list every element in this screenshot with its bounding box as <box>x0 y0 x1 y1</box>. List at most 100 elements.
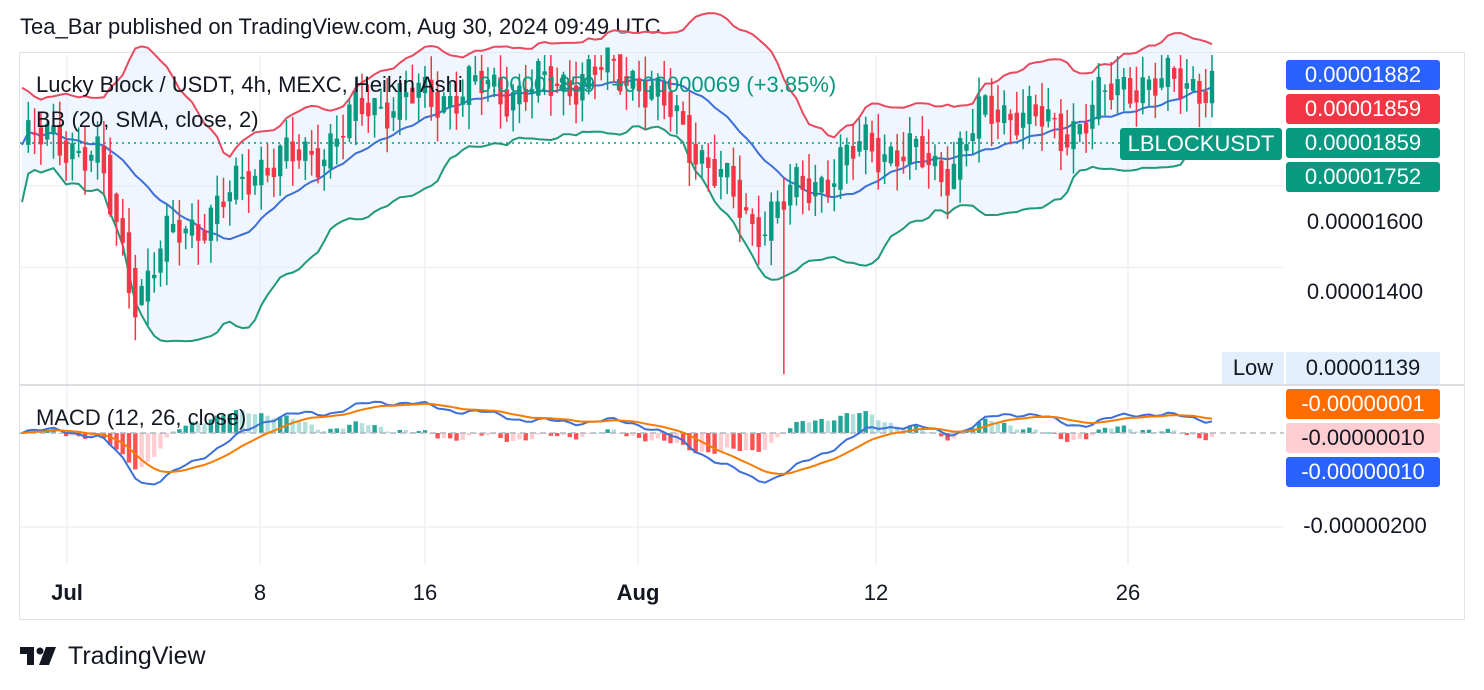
macd-histogram-bar <box>114 433 119 450</box>
candle-body <box>51 125 56 135</box>
candle-body <box>882 154 887 162</box>
bb-basis-line <box>21 78 1213 241</box>
candle-body <box>624 76 629 86</box>
macd-histogram-bar <box>523 433 528 441</box>
macd-histogram-bar <box>1146 429 1152 433</box>
candle-body <box>983 95 988 115</box>
macd-histogram-bar <box>869 414 875 433</box>
macd-histogram-bar <box>1165 428 1171 433</box>
macd-histogram-bar <box>498 433 503 438</box>
macd-histogram-bar <box>863 411 868 433</box>
candle-body <box>863 124 868 150</box>
tradingview-logo-icon <box>20 647 56 665</box>
candle-body <box>340 136 346 138</box>
macd-histogram-bar <box>662 433 667 441</box>
macd-tag-histogram: -0.00000010 <box>1286 423 1440 453</box>
candle-body <box>825 179 831 197</box>
macd-histogram-bar <box>152 433 157 457</box>
bb-upper-line <box>21 12 1213 159</box>
candle-body <box>303 141 308 161</box>
macd-histogram-bar <box>895 426 900 433</box>
macd-histogram-bar <box>89 433 94 439</box>
candle-body <box>290 141 295 162</box>
macd-histogram-bar <box>624 433 629 437</box>
price-tick: 0.00001400 <box>1306 279 1424 304</box>
candle-body <box>473 75 478 82</box>
candle-body <box>995 109 1001 123</box>
candle-body <box>309 150 314 155</box>
macd-histogram-bar <box>693 433 698 454</box>
candle-body <box>126 232 132 294</box>
candle-body <box>895 150 900 167</box>
candle-body <box>139 285 144 306</box>
macd-histogram-bar <box>643 433 648 442</box>
candle-body <box>1077 124 1082 135</box>
candle-body <box>913 138 919 148</box>
macd-histogram-bar <box>995 423 1001 433</box>
candle-body <box>1083 122 1089 134</box>
macd-histogram-bar <box>460 433 465 440</box>
macd-histogram-bar <box>573 433 579 440</box>
macd-histogram-bar <box>485 433 491 436</box>
macd-histogram-bar <box>441 433 447 439</box>
time-label: Aug <box>616 580 660 605</box>
candle-body <box>517 85 522 105</box>
macd-histogram <box>19 410 1215 470</box>
candle-body <box>1128 78 1133 104</box>
macd-histogram-bar <box>712 433 717 454</box>
footer-brand: TradingView <box>68 641 206 670</box>
macd-histogram-bar <box>762 433 768 450</box>
macd-histogram-bar <box>850 414 856 433</box>
candle-body <box>240 176 245 179</box>
macd-histogram-bar <box>939 433 944 437</box>
macd-histogram-bar <box>422 430 428 433</box>
macd-histogram-bar <box>1058 433 1064 440</box>
candle-body <box>920 136 925 168</box>
macd-histogram-bar <box>227 413 232 433</box>
macd-histogram-bar <box>775 433 780 438</box>
candle-body <box>359 98 365 115</box>
candle-body <box>693 143 698 165</box>
macd-histogram-bar <box>183 425 188 433</box>
candle-body <box>504 89 509 117</box>
macd-histogram-bar <box>813 420 818 433</box>
macd-histogram-bar <box>416 431 421 433</box>
macd-histogram-bar <box>844 413 849 433</box>
macd-histogram-bar <box>353 421 358 433</box>
macd-histogram-bar <box>536 433 541 435</box>
candle-body <box>1109 83 1114 100</box>
macd-histogram-bar <box>290 418 295 433</box>
candle-body <box>95 136 100 163</box>
candles <box>26 47 1215 375</box>
candle-body <box>649 85 654 100</box>
macd-histogram-bar <box>208 419 214 433</box>
macd-histogram-bar <box>926 432 931 434</box>
candle-body <box>567 80 572 97</box>
candle-body <box>183 228 188 234</box>
macd-histogram-bar <box>989 421 994 433</box>
price-tag-last: 0.00001859 <box>1286 94 1440 124</box>
candle-body <box>196 224 201 241</box>
candle-body <box>145 270 151 302</box>
candle-body <box>876 137 881 173</box>
candle-body <box>976 96 982 139</box>
macd-histogram-bar <box>687 433 692 451</box>
footer: TradingView <box>20 640 206 672</box>
candle-body <box>1178 68 1183 99</box>
candle-body <box>460 96 465 105</box>
macd-signal-line <box>21 402 1213 475</box>
candle-body <box>498 77 503 105</box>
candle-body <box>699 150 705 164</box>
macd-histogram-bar <box>1184 433 1189 435</box>
candle-body <box>45 124 50 140</box>
candle-body <box>1184 83 1189 89</box>
candle-body <box>888 146 894 164</box>
candle-body <box>57 124 62 156</box>
candle-body <box>435 92 440 118</box>
candle-body <box>38 127 44 145</box>
last-price-value: 0.00001859 <box>478 72 596 97</box>
macd-histogram-bar <box>1190 433 1196 435</box>
candle-body <box>1115 79 1120 96</box>
macd-histogram-bar <box>202 423 207 433</box>
